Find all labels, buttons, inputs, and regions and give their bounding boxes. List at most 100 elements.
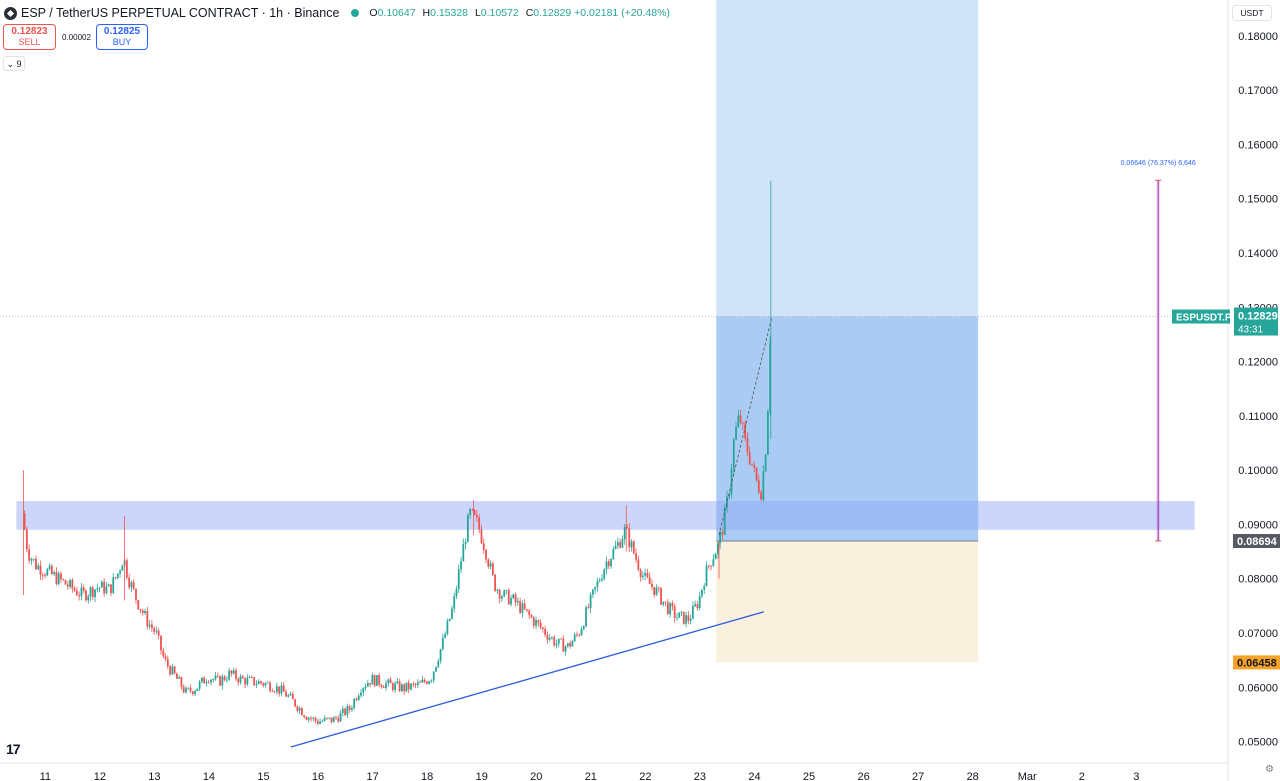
candle-body [519, 601, 522, 613]
candle-body [662, 601, 665, 605]
candle-body [175, 673, 178, 679]
candle-body [603, 569, 606, 579]
candle-body [721, 531, 724, 535]
candle-body [246, 677, 249, 685]
candle-body [232, 670, 235, 674]
candle-body [576, 634, 578, 636]
candle-body [364, 686, 367, 689]
symbol-title[interactable]: ESP / TetherUS PERPETUAL CONTRACT · 1h ·… [21, 6, 340, 20]
candle-body [294, 699, 296, 707]
candle-body [435, 666, 437, 672]
y-tick-label: 0.11000 [1239, 411, 1278, 423]
candle-body [296, 706, 299, 711]
candle-body [119, 570, 121, 574]
y-tick-label: 0.15000 [1238, 194, 1278, 206]
market-status-icon [351, 9, 360, 17]
candle-body [335, 717, 337, 719]
candle-body [398, 681, 401, 691]
candle-body [403, 684, 406, 692]
candle-body [251, 677, 253, 678]
x-tick-label: 27 [912, 771, 924, 781]
candle-body [573, 634, 576, 642]
candle-body [28, 549, 31, 561]
candle-body [185, 688, 187, 693]
indicators-toggle[interactable]: ⌄ 9 [3, 56, 25, 71]
candle-body [289, 694, 292, 696]
x-tick-label: 2 [1079, 771, 1085, 781]
candle-body [712, 559, 715, 566]
candle-body [323, 717, 326, 721]
candles-group [23, 336, 772, 726]
candle-body [564, 646, 567, 652]
candle-body [278, 686, 281, 694]
candle-body [528, 610, 531, 616]
candle-body [332, 717, 335, 723]
candle-body [610, 558, 612, 567]
candle-body [441, 637, 444, 650]
sell-button[interactable]: 0.12823 SELL [3, 24, 56, 50]
candle-body [598, 580, 601, 582]
candle-body [646, 572, 649, 578]
candle-body [569, 643, 572, 647]
candle-body [46, 569, 49, 576]
candle-body [676, 617, 678, 619]
y-tick-label: 0.10000 [1238, 465, 1278, 477]
candle-body [128, 577, 131, 588]
candle-body [53, 572, 56, 575]
candle-body [421, 679, 424, 683]
candle-body [82, 587, 85, 591]
change-value: +0.02181 (+20.48%) [574, 7, 670, 19]
candle-body [496, 589, 499, 591]
candle-body [705, 565, 708, 587]
candle-body [144, 611, 146, 614]
candle-body [301, 708, 303, 716]
candle-body [571, 641, 574, 647]
symbol-tag-bg [1172, 309, 1230, 324]
x-tick-label: Mar [1018, 771, 1037, 781]
candle-body [62, 579, 65, 581]
candle-body [607, 561, 610, 567]
candle-body [348, 706, 351, 710]
candle-body [769, 343, 772, 412]
candle-body [285, 691, 287, 697]
candle-body [514, 594, 517, 603]
tradingview-logo[interactable]: 17 [6, 741, 21, 757]
chevron-down-icon: ⌄ [6, 59, 14, 69]
candle-body [91, 587, 94, 598]
candle-body [212, 679, 215, 681]
x-tick-label: 16 [312, 771, 324, 781]
candle-body [453, 596, 456, 609]
candle-body [548, 637, 551, 640]
candle-body [312, 717, 315, 719]
candle-body [737, 415, 740, 428]
profit-zone-upper [716, 0, 979, 317]
candle-body [437, 661, 440, 667]
candle-body [621, 539, 624, 548]
high-label: H [422, 7, 431, 19]
y-tick-label: 0.17000 [1238, 85, 1278, 97]
candle-body [55, 572, 58, 585]
entry-price-value: 0.08694 [1237, 536, 1278, 548]
candle-body [485, 550, 487, 560]
candle-body [73, 588, 76, 591]
candle-body [694, 604, 697, 607]
candle-body [48, 565, 51, 570]
indicator-count: 9 [16, 59, 22, 69]
candle-body [394, 683, 397, 690]
candle-body [614, 545, 617, 550]
settings-gear-icon[interactable]: ⚙ [1265, 764, 1274, 775]
candle-body [248, 677, 251, 678]
candle-body [223, 676, 226, 681]
candle-body [239, 676, 242, 683]
candle-body [516, 601, 519, 603]
candle-body [337, 718, 340, 722]
candle-body [546, 634, 549, 640]
candle-body [585, 607, 587, 627]
buy-button[interactable]: 0.12825 BUY [96, 24, 148, 50]
candle-body [44, 575, 46, 576]
currency-selector[interactable]: USDT [1232, 5, 1272, 21]
candle-body [35, 558, 37, 570]
candle-body [746, 437, 749, 453]
candle-body [69, 580, 71, 587]
